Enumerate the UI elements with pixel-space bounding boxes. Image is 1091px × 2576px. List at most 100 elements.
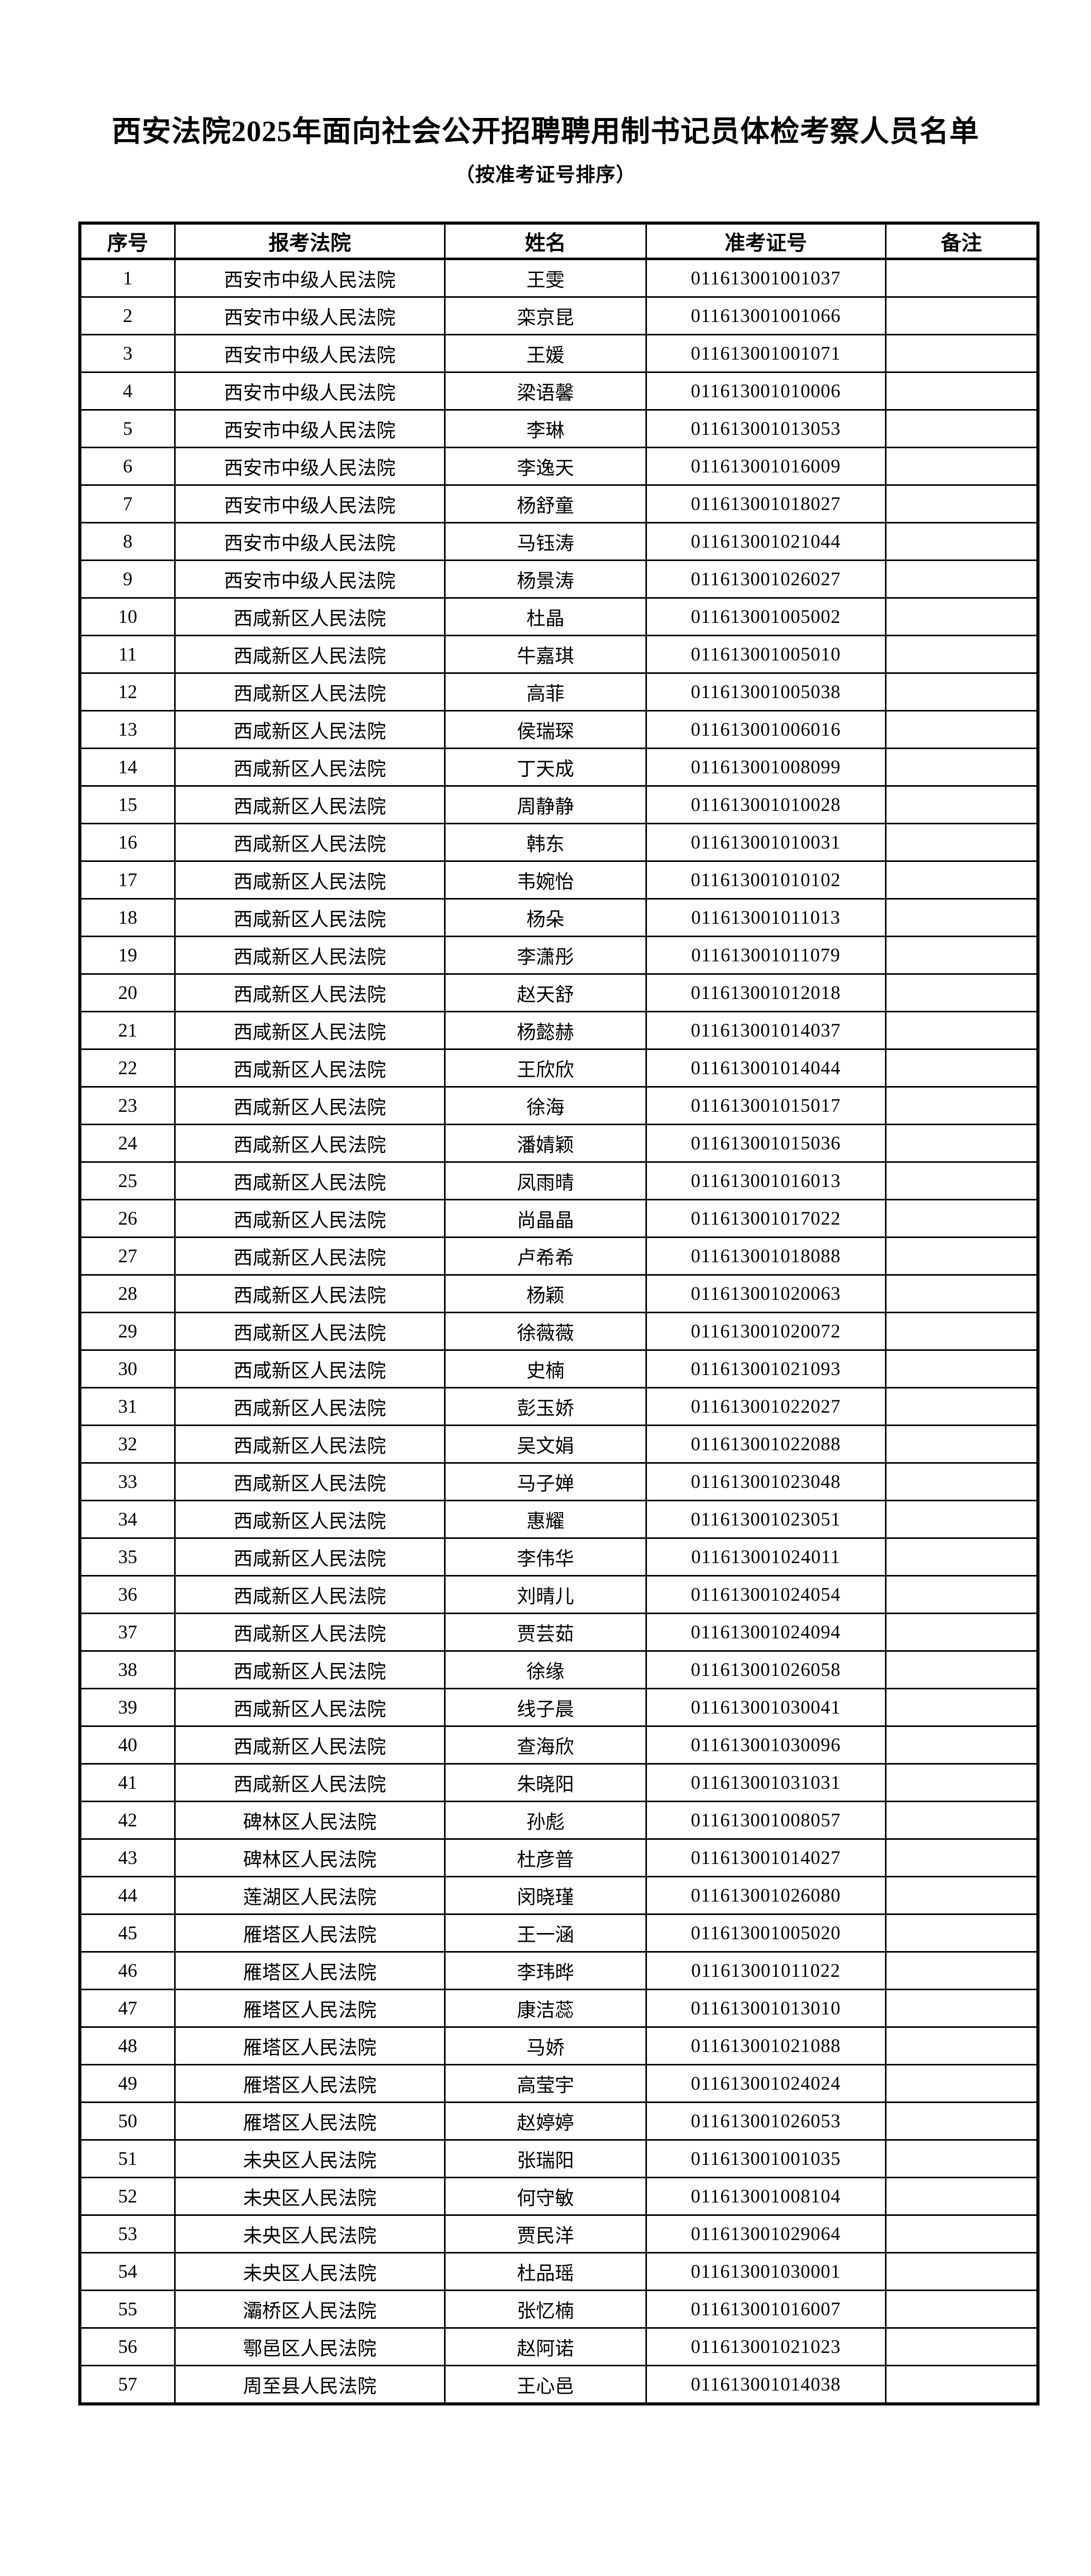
cell-remark <box>884 1537 1039 1577</box>
table-row: 37 西咸新区人民法院 贾芸茹 011613001024094 <box>79 1613 1039 1652</box>
cell-index: 57 <box>79 2365 176 2405</box>
cell-court: 西咸新区人民法院 <box>174 1613 446 1652</box>
table-row: 35 西咸新区人民法院 李伟华 011613001024011 <box>79 1537 1039 1577</box>
table-row: 10 西咸新区人民法院 杜晶 011613001005002 <box>79 597 1039 636</box>
cell-exam-no: 011613001016009 <box>645 447 887 486</box>
table-row: 45 雁塔区人民法院 王一涵 011613001005020 <box>79 1913 1039 1953</box>
cell-name: 杜彦普 <box>444 1838 647 1877</box>
cell-name: 杨懿赫 <box>444 1011 647 1050</box>
cell-court: 西咸新区人民法院 <box>174 1349 446 1388</box>
cell-court: 西安市中级人民法院 <box>174 484 446 523</box>
cell-exam-no: 011613001015036 <box>645 1124 887 1163</box>
cell-exam-no: 011613001024011 <box>645 1537 887 1577</box>
cell-remark <box>884 1124 1039 1163</box>
cell-court: 未央区人民法院 <box>174 2177 446 2216</box>
cell-index: 54 <box>79 2252 176 2291</box>
cell-exam-no: 011613001024094 <box>645 1613 887 1652</box>
cell-remark <box>884 2026 1039 2065</box>
cell-court: 雁塔区人民法院 <box>174 1951 446 1990</box>
cell-exam-no: 011613001001071 <box>645 334 887 373</box>
cell-index: 24 <box>79 1124 176 1163</box>
table-row: 23 西咸新区人民法院 徐海 011613001015017 <box>79 1086 1039 1125</box>
cell-name: 赵阿诺 <box>444 2327 647 2366</box>
cell-remark <box>884 860 1039 900</box>
cell-exam-no: 011613001011013 <box>645 898 887 937</box>
cell-remark <box>884 2102 1039 2141</box>
cell-index: 10 <box>79 597 176 636</box>
cell-name: 彭玉娇 <box>444 1387 647 1426</box>
cell-name: 韩东 <box>444 823 647 862</box>
cell-exam-no: 011613001013010 <box>645 1989 887 2028</box>
cell-remark <box>884 1048 1039 1088</box>
cell-remark <box>884 1913 1039 1953</box>
table-row: 25 西咸新区人民法院 凤雨晴 011613001016013 <box>79 1161 1039 1200</box>
cell-index: 26 <box>79 1199 176 1238</box>
cell-court: 西安市中级人民法院 <box>174 447 446 486</box>
cell-name: 线子晨 <box>444 1688 647 1727</box>
cell-index: 15 <box>79 785 176 824</box>
table-row: 27 西咸新区人民法院 卢希希 011613001018088 <box>79 1236 1039 1276</box>
roster-table: 序号 报考法院 姓名 准考证号 备注 1 西安市中级人民法院 王雯 011613… <box>78 222 1039 2405</box>
cell-exam-no: 011613001014038 <box>645 2365 887 2405</box>
cell-name: 吴文娟 <box>444 1425 647 1464</box>
cell-court: 西咸新区人民法院 <box>174 1650 446 1689</box>
cell-index: 28 <box>79 1274 176 1313</box>
cell-index: 30 <box>79 1349 176 1388</box>
cell-remark <box>884 1312 1039 1351</box>
cell-name: 史楠 <box>444 1349 647 1388</box>
cell-court: 西咸新区人民法院 <box>174 1537 446 1577</box>
cell-index: 31 <box>79 1387 176 1426</box>
cell-court: 西安市中级人民法院 <box>174 522 446 561</box>
cell-index: 35 <box>79 1537 176 1577</box>
cell-index: 50 <box>79 2102 176 2141</box>
cell-index: 29 <box>79 1312 176 1351</box>
cell-remark <box>884 672 1039 711</box>
cell-name: 贾芸茹 <box>444 1613 647 1652</box>
cell-remark <box>884 1462 1039 1501</box>
cell-remark <box>884 2064 1039 2103</box>
cell-court: 西咸新区人民法院 <box>174 1274 446 1313</box>
cell-index: 12 <box>79 672 176 711</box>
cell-exam-no: 011613001001066 <box>645 296 887 335</box>
table-row: 41 西咸新区人民法院 朱晓阳 011613001031031 <box>79 1763 1039 1802</box>
cell-exam-no: 011613001026080 <box>645 1876 887 1915</box>
cell-index: 16 <box>79 823 176 862</box>
cell-remark <box>884 973 1039 1012</box>
table-row: 36 西咸新区人民法院 刘晴儿 011613001024054 <box>79 1575 1039 1614</box>
cell-exam-no: 011613001005002 <box>645 597 887 636</box>
cell-name: 张忆楠 <box>444 2290 647 2329</box>
cell-exam-no: 011613001012018 <box>645 973 887 1012</box>
cell-index: 27 <box>79 1236 176 1276</box>
cell-remark <box>884 1763 1039 1802</box>
cell-name: 侯瑞琛 <box>444 710 647 749</box>
cell-name: 杨景涛 <box>444 560 647 599</box>
cell-remark <box>884 522 1039 561</box>
table-row: 57 周至县人民法院 王心邑 011613001014038 <box>79 2365 1039 2405</box>
cell-index: 45 <box>79 1913 176 1953</box>
cell-court: 西咸新区人民法院 <box>174 1124 446 1163</box>
cell-exam-no: 011613001021088 <box>645 2026 887 2065</box>
cell-remark <box>884 2214 1039 2253</box>
cell-exam-no: 011613001017022 <box>645 1199 887 1238</box>
table-row: 6 西安市中级人民法院 李逸天 011613001016009 <box>79 447 1039 486</box>
cell-exam-no: 011613001005010 <box>645 635 887 674</box>
cell-index: 41 <box>79 1763 176 1802</box>
cell-name: 高莹宇 <box>444 2064 647 2103</box>
table-row: 9 西安市中级人民法院 杨景涛 011613001026027 <box>79 560 1039 599</box>
cell-court: 西咸新区人民法院 <box>174 936 446 975</box>
cell-court: 西安市中级人民法院 <box>174 560 446 599</box>
cell-name: 何守敏 <box>444 2177 647 2216</box>
cell-exam-no: 011613001001035 <box>645 2139 887 2178</box>
cell-court: 西咸新区人民法院 <box>174 785 446 824</box>
cell-name: 李逸天 <box>444 447 647 486</box>
cell-index: 11 <box>79 635 176 674</box>
cell-court: 西咸新区人民法院 <box>174 1199 446 1238</box>
cell-remark <box>884 1650 1039 1689</box>
cell-exam-no: 011613001005020 <box>645 1913 887 1953</box>
table-row: 16 西咸新区人民法院 韩东 011613001010031 <box>79 823 1039 862</box>
header-remark: 备注 <box>884 222 1039 260</box>
table-row: 5 西安市中级人民法院 李琳 011613001013053 <box>79 409 1039 448</box>
cell-exam-no: 011613001023051 <box>645 1500 887 1539</box>
cell-exam-no: 011613001001037 <box>645 258 887 298</box>
cell-remark <box>884 597 1039 636</box>
